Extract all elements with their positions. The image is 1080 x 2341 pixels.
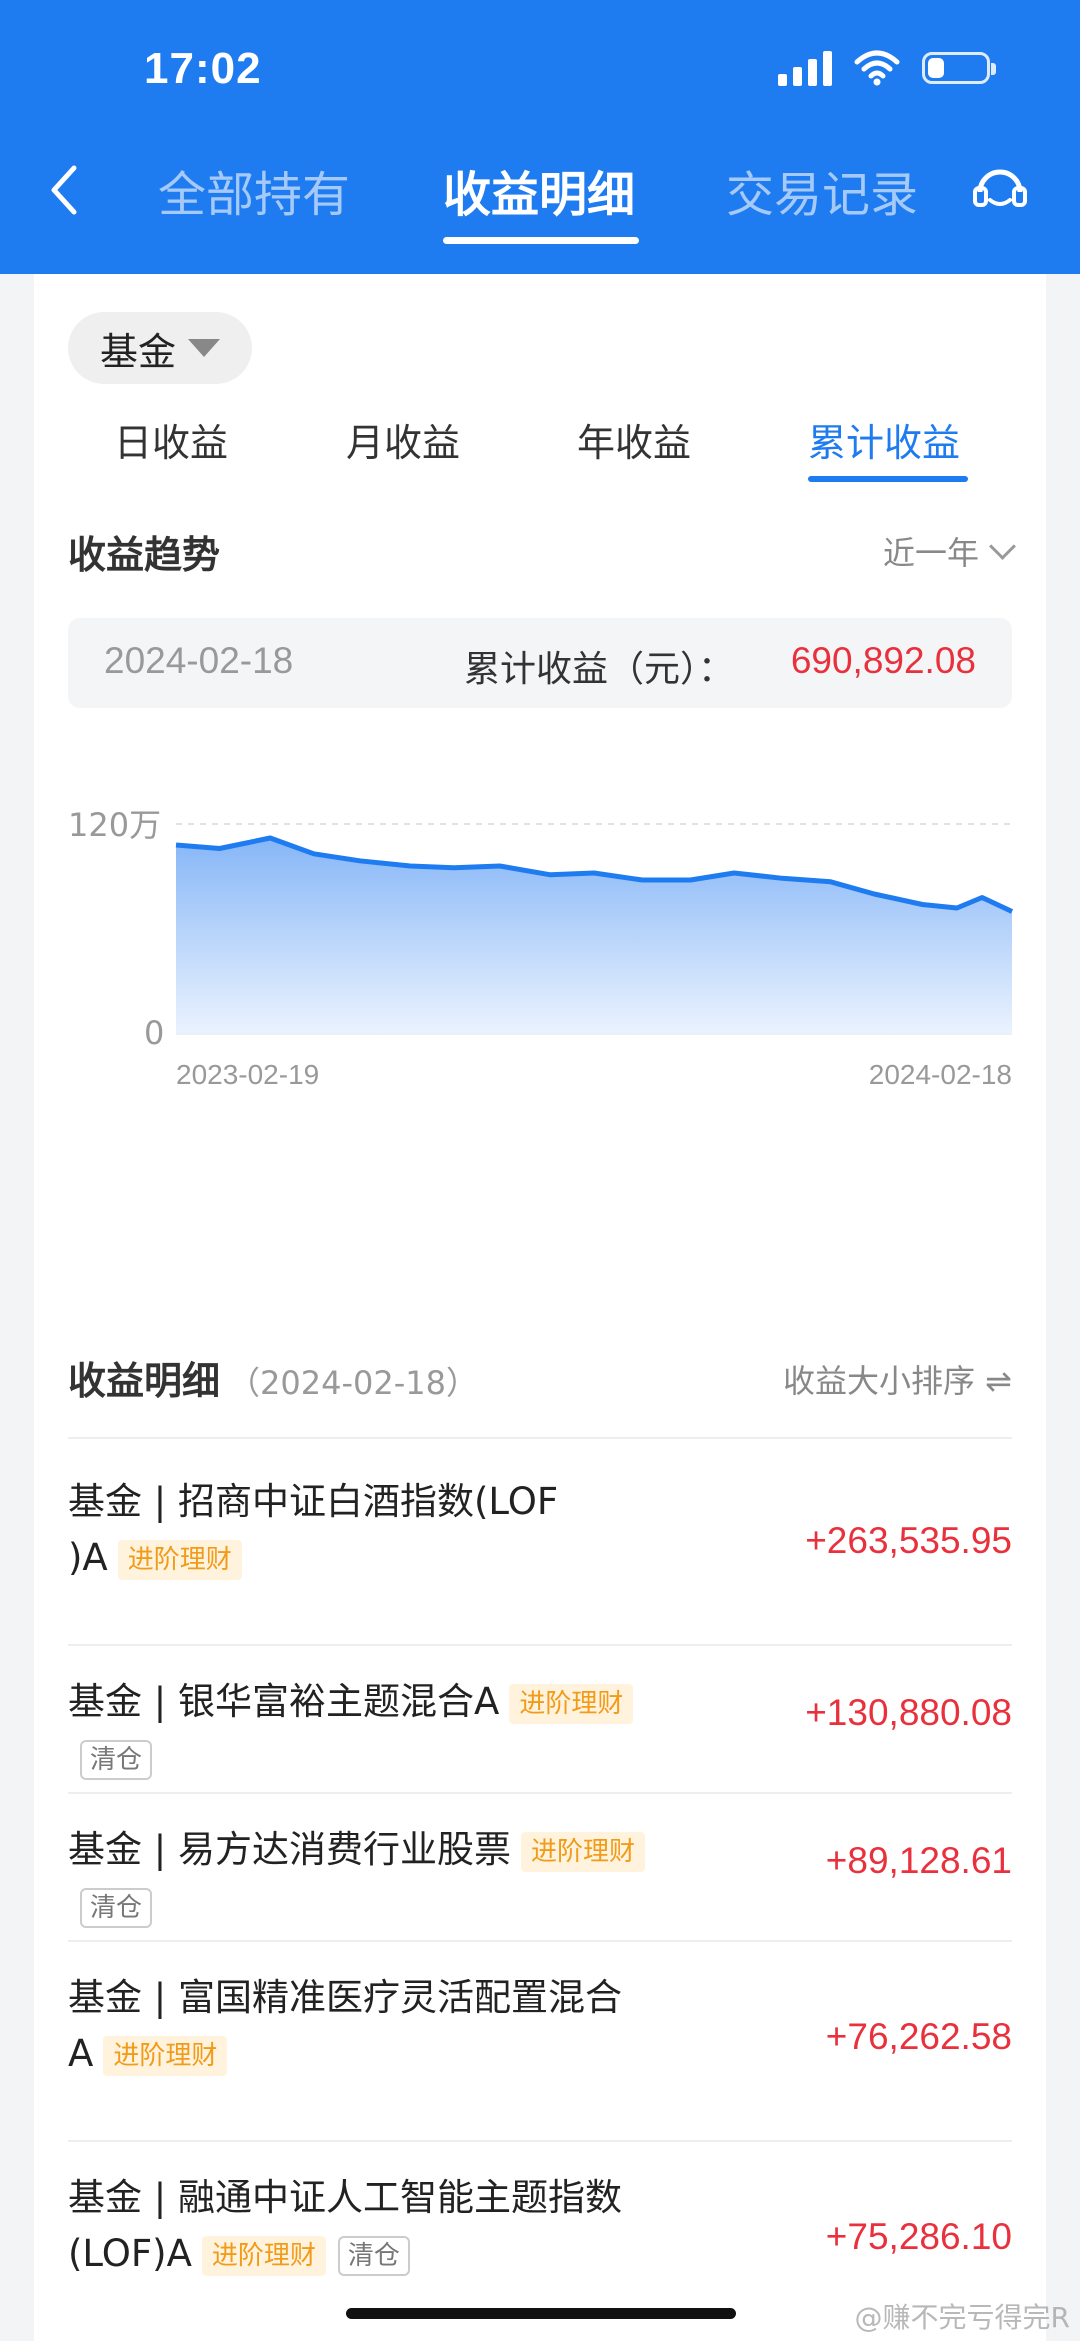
divider bbox=[68, 1644, 1012, 1646]
status-time: 17:02 bbox=[144, 44, 262, 93]
advanced-wealth-tag: 进阶理财 bbox=[201, 2235, 326, 2276]
period-tabs: 日收益 月收益 年收益 累计收益 bbox=[34, 412, 1046, 492]
app-header: 17:02 全部持有 收益明细 交易记录 bbox=[0, 0, 1080, 274]
fund-name: 基金 | 招商中证白酒指数(LOF )A 进阶理财 bbox=[68, 1474, 708, 1586]
income-card: 基金 日收益 月收益 年收益 累计收益 收益趋势 近一年 2024-02-18 … bbox=[34, 274, 1046, 2341]
detail-title-text: 收益明细 bbox=[68, 1359, 221, 1403]
period-active-indicator bbox=[808, 476, 968, 482]
fund-name: 基金 | 富国精准医疗灵活配置混合 A 进阶理财 bbox=[68, 1970, 708, 2082]
fund-name-line1: 基金 | 招商中证白酒指数(LOF bbox=[68, 1480, 559, 1523]
sort-button[interactable]: 收益大小排序 ⇌ bbox=[783, 1362, 1012, 1400]
fund-name-line1: 基金 | 融通中证人工智能主题指数 bbox=[68, 2176, 622, 2219]
fund-name: 基金 | 易方达消费行业股票 进阶理财清仓 bbox=[68, 1822, 708, 1934]
cleared-badge: 清仓 bbox=[80, 1887, 153, 1928]
series-line bbox=[175, 835, 1014, 914]
advanced-wealth-tag: 进阶理财 bbox=[117, 1539, 242, 1580]
list-item[interactable]: 基金 | 招商中证白酒指数(LOF )A 进阶理财 +263,535.95 bbox=[68, 1474, 1012, 1624]
list-item[interactable]: 基金 | 富国精准医疗灵活配置混合 A 进阶理财 +76,262.58 bbox=[68, 1970, 1012, 2120]
chevron-down-icon bbox=[989, 532, 1016, 560]
home-indicator bbox=[346, 2308, 736, 2319]
fund-name-line1: 基金 | 银华富裕主题混合A bbox=[68, 1680, 500, 1723]
advanced-wealth-tag: 进阶理财 bbox=[521, 1831, 646, 1872]
tab-cumulative[interactable]: 累计收益 bbox=[808, 421, 961, 465]
fund-name-line2: A bbox=[68, 2032, 94, 2075]
income-trend-chart[interactable]: 120万 0 2023-02-19 2024-02-18 bbox=[34, 784, 1046, 1184]
watermark: @赚不完亏得完R bbox=[854, 2301, 1070, 2334]
signal-icon bbox=[778, 50, 832, 86]
y-tick-label: 0 bbox=[144, 1014, 164, 1052]
fund-name-line2: )A bbox=[68, 1536, 108, 1579]
caret-down-icon bbox=[188, 339, 220, 357]
divider bbox=[68, 1940, 1012, 1942]
summary-date: 2024-02-18 bbox=[104, 640, 294, 681]
trend-summary: 2024-02-18 累计收益（元）： 690,892.08 bbox=[68, 618, 1012, 708]
tab-income-detail[interactable]: 收益明细 bbox=[443, 167, 636, 223]
range-label: 近一年 bbox=[882, 534, 979, 572]
cleared-badge: 清仓 bbox=[337, 2235, 410, 2276]
list-item[interactable]: 基金 | 融通中证人工智能主题指数 (LOF)A 进阶理财 清仓 +75,286.10 bbox=[68, 2170, 1012, 2320]
tab-all-holdings[interactable]: 全部持有 bbox=[158, 167, 351, 223]
battery-icon bbox=[922, 52, 996, 84]
trend-title: 收益趋势 bbox=[68, 533, 221, 577]
list-item[interactable]: 基金 | 银华富裕主题混合A 进阶理财清仓 +130,880.08 bbox=[68, 1674, 1012, 1780]
wifi-icon bbox=[854, 50, 900, 86]
customer-service-icon[interactable] bbox=[970, 158, 1030, 218]
tab-active-indicator bbox=[443, 237, 639, 244]
x-tick-label: 2024-02-18 bbox=[869, 1059, 1012, 1090]
tab-transactions[interactable]: 交易记录 bbox=[726, 167, 919, 223]
y-tick-label: 120万 bbox=[68, 806, 161, 844]
fund-name: 基金 | 融通中证人工智能主题指数 (LOF)A 进阶理财 清仓 bbox=[68, 2170, 708, 2282]
cleared-badge: 清仓 bbox=[80, 1739, 153, 1780]
advanced-wealth-tag: 进阶理财 bbox=[103, 2035, 228, 2076]
divider bbox=[68, 1792, 1012, 1794]
x-tick-label: 2023-02-19 bbox=[176, 1059, 319, 1090]
summary-value: 690,892.08 bbox=[790, 640, 976, 681]
top-tabs: 全部持有 收益明细 交易记录 bbox=[0, 155, 1080, 235]
fund-name-line2: (LOF)A bbox=[68, 2232, 192, 2275]
fund-name: 基金 | 银华富裕主题混合A 进阶理财清仓 bbox=[68, 1674, 708, 1786]
asset-filter-dropdown[interactable]: 基金 bbox=[68, 312, 252, 384]
advanced-wealth-tag: 进阶理财 bbox=[509, 1683, 634, 1724]
range-dropdown[interactable]: 近一年 bbox=[882, 528, 1016, 574]
detail-title: 收益明细 （2024-02-18） bbox=[68, 1350, 478, 1405]
filter-label: 基金 bbox=[99, 329, 176, 374]
back-icon[interactable] bbox=[44, 160, 84, 220]
list-item[interactable]: 基金 | 易方达消费行业股票 进阶理财清仓 +89,128.61 bbox=[68, 1822, 1012, 1928]
divider bbox=[68, 2140, 1012, 2142]
tab-daily[interactable]: 日收益 bbox=[114, 421, 229, 465]
divider bbox=[68, 1437, 1012, 1439]
detail-date: （2024-02-18） bbox=[228, 1364, 478, 1402]
income-value: +76,262.58 bbox=[825, 2016, 1012, 2057]
tab-monthly[interactable]: 月收益 bbox=[346, 421, 461, 465]
status-icons bbox=[778, 50, 996, 86]
income-value: +89,128.61 bbox=[825, 1840, 1012, 1881]
fund-name-line1: 基金 | 易方达消费行业股票 bbox=[68, 1828, 511, 1871]
summary-label: 累计收益（元）： bbox=[464, 649, 735, 690]
income-value: +75,286.10 bbox=[825, 2216, 1012, 2257]
income-value: +130,880.08 bbox=[805, 1692, 1012, 1733]
fund-name-line1: 基金 | 富国精准医疗灵活配置混合 bbox=[68, 1976, 622, 2019]
tab-yearly[interactable]: 年收益 bbox=[577, 421, 692, 465]
series-area bbox=[176, 838, 1012, 1034]
income-value: +263,535.95 bbox=[805, 1520, 1012, 1561]
